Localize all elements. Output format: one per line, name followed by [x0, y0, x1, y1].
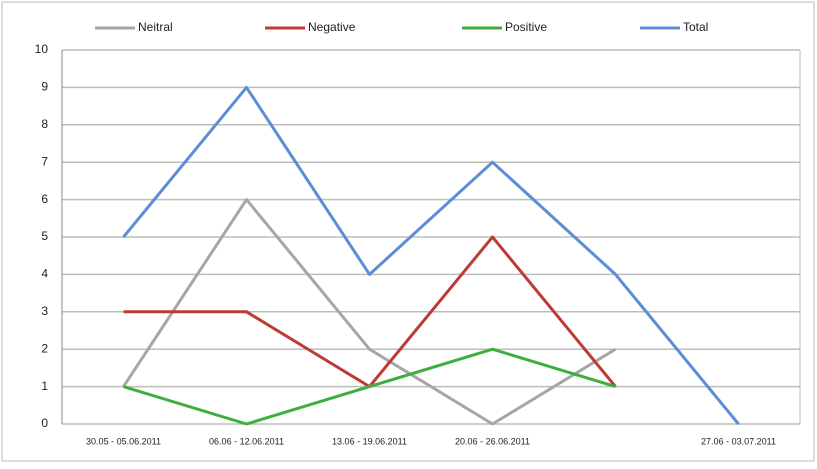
legend-label: Positive: [505, 20, 547, 34]
y-tick-label: 4: [41, 267, 48, 281]
series-line: [122, 198, 617, 426]
y-tick-label: 8: [41, 117, 48, 131]
series-line: [123, 347, 616, 426]
y-tick-label: 5: [41, 229, 48, 243]
y-tick-label: 2: [41, 341, 48, 355]
y-tick-label: 3: [41, 304, 48, 318]
legend-label: Negative: [308, 20, 356, 34]
y-tick-label: 9: [41, 80, 48, 94]
legend-label: Neitral: [138, 20, 173, 34]
y-tick-label: 10: [35, 42, 49, 56]
y-tick-label: 7: [41, 154, 48, 168]
legend-label: Total: [683, 20, 708, 34]
x-tick-label: 20.06 - 26.06.2011: [455, 436, 530, 446]
chart-frame: [1, 1, 815, 462]
x-tick-label: 13.06 - 19.06.2011: [332, 436, 407, 446]
x-tick-label: 30.05 - 05.06.2011: [86, 436, 161, 446]
y-tick-label: 1: [41, 379, 48, 393]
y-tick-label: 0: [41, 416, 48, 430]
series-line: [122, 85, 740, 425]
x-tick-label: 27.06 - 03.07.2011: [701, 436, 776, 446]
y-tick-label: 6: [41, 192, 48, 206]
x-tick-label: 06.06 - 12.06.2011: [209, 436, 284, 446]
